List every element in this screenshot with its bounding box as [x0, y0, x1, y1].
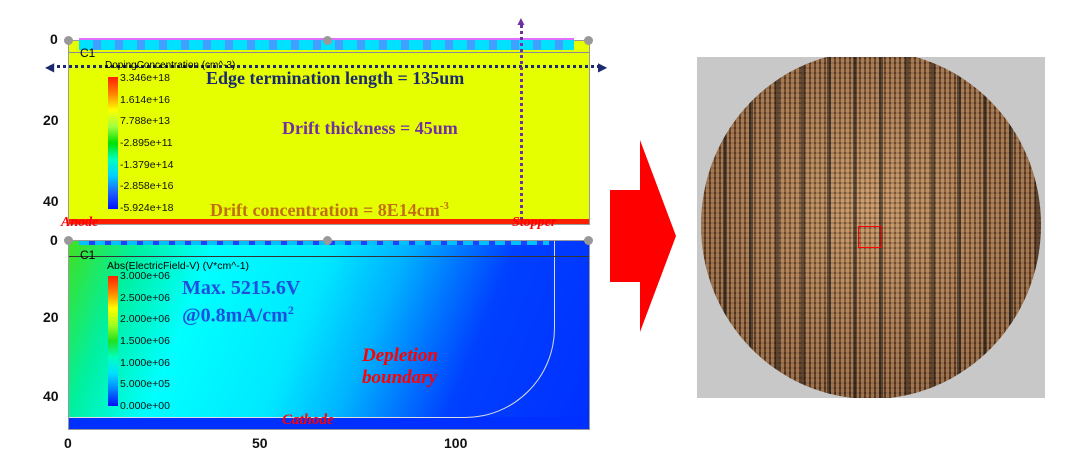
- plot-label: C1: [80, 46, 96, 60]
- anode-bar: [69, 219, 589, 224]
- plot-label: C1: [80, 248, 96, 262]
- current-label: @0.8mA/cm2: [182, 303, 294, 327]
- legend-value: -2.858e+16: [120, 180, 174, 193]
- cathode-label: Cathode: [282, 412, 334, 428]
- y-tick: 40: [43, 193, 59, 209]
- wafer: [701, 57, 1041, 398]
- concentration-label: Drift concentration = 8E14cm-3: [210, 200, 449, 220]
- edge-length-arrow: [50, 65, 600, 68]
- y-tick: 40: [43, 388, 59, 404]
- legend-title: Abs(ElectricField-V) (V*cm^-1): [107, 260, 250, 272]
- depletion-boundary: [69, 241, 555, 418]
- doping-plot: [68, 38, 590, 225]
- y-tick: 20: [43, 112, 59, 128]
- legend-value: 0.000e+00: [120, 400, 170, 412]
- legend-value: 2.000e+06: [120, 313, 170, 326]
- wafer-photo: [697, 57, 1045, 398]
- y-tick: 0: [50, 232, 58, 248]
- x-tick: 0: [64, 435, 72, 451]
- stopper-label: Stopper: [512, 215, 557, 230]
- legend-value: 1.614e+16: [120, 93, 170, 106]
- legend-value: -1.379e+14: [120, 158, 174, 171]
- legend-value: 1.000e+06: [120, 356, 170, 369]
- legend-value: 1.500e+06: [120, 335, 170, 347]
- x-tick: 100: [444, 435, 468, 451]
- right-arrow-icon: [610, 140, 676, 332]
- legend-value: -2.895e+11: [120, 137, 173, 149]
- edge-length-label: Edge termination length = 135um: [206, 68, 465, 88]
- doping-colorbar: [108, 77, 118, 209]
- thickness-label: Drift thickness = 45um: [282, 118, 458, 138]
- x-tick: 50: [252, 435, 268, 451]
- highlight-box: [858, 226, 882, 248]
- legend-value: 2.500e+06: [120, 291, 170, 304]
- legend-title: DopingConcentration (cm^-3): [105, 60, 236, 71]
- electric-field-plot: [68, 240, 590, 430]
- anode-label: Anode: [61, 215, 99, 230]
- legend-value: 3.000e+06: [120, 270, 170, 282]
- y-tick: 0: [50, 31, 58, 47]
- field-colorbar: [108, 276, 118, 406]
- legend-value: 5.000e+05: [120, 378, 170, 391]
- legend-value: 3.346e+18: [120, 72, 170, 84]
- y-tick: 20: [43, 309, 59, 325]
- max-voltage-label: Max. 5215.6V: [182, 277, 301, 299]
- thickness-arrow: [520, 25, 523, 220]
- legend-value: -5.924e+18: [120, 202, 174, 214]
- legend-value: 7.788e+13: [120, 115, 170, 128]
- depletion-label: Depletion boundary: [362, 345, 438, 388]
